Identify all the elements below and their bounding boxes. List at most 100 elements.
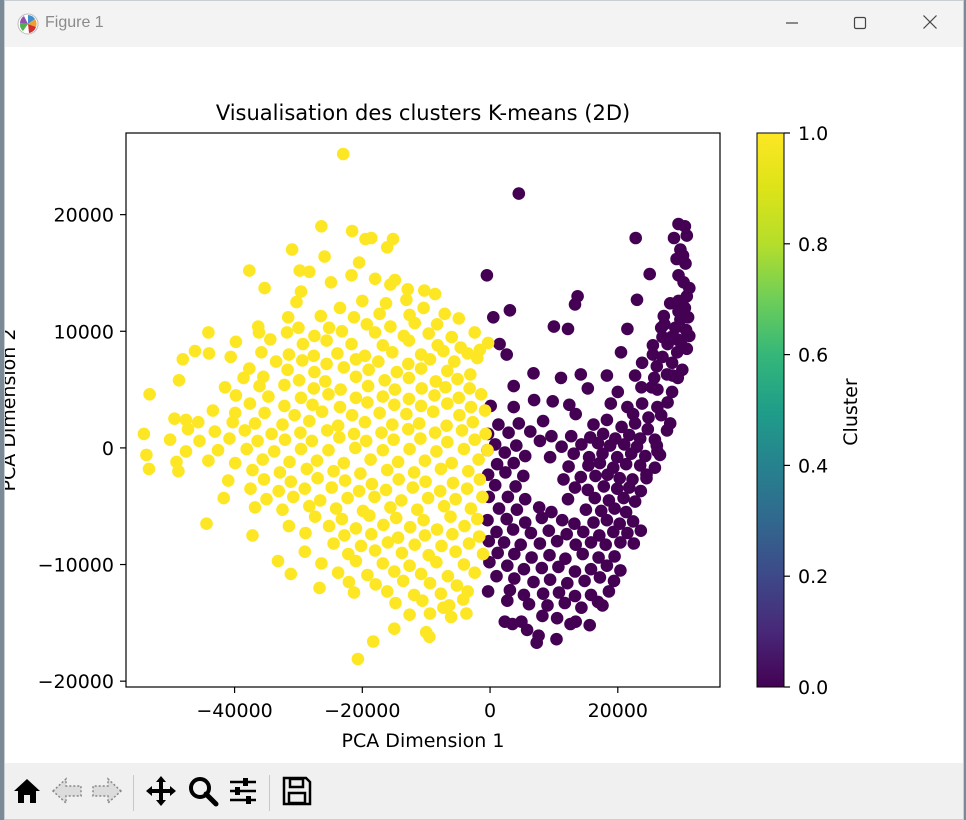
- data-point: [533, 537, 547, 550]
- data-point: [574, 470, 588, 484]
- data-point: [635, 356, 649, 370]
- data-point: [244, 482, 257, 496]
- data-point: [237, 371, 250, 385]
- data-point: [376, 339, 390, 352]
- figure-canvas[interactable]: Visualisation des clusters K-means (2D) …: [5, 47, 963, 763]
- data-point: [373, 406, 386, 420]
- data-point: [315, 405, 329, 419]
- data-point: [614, 346, 628, 359]
- data-point: [325, 481, 339, 494]
- data-point: [278, 378, 291, 392]
- data-point: [542, 524, 556, 537]
- data-point: [457, 442, 471, 456]
- data-point: [172, 374, 186, 387]
- data-point: [603, 439, 617, 452]
- data-point: [400, 293, 413, 307]
- back-icon: [51, 776, 83, 810]
- data-point: [347, 586, 361, 599]
- save-button[interactable]: [281, 776, 313, 810]
- back-button[interactable]: [51, 777, 83, 809]
- pan-icon: [145, 775, 177, 811]
- data-point: [555, 513, 569, 527]
- title-bar[interactable]: Figure 1: [5, 1, 963, 47]
- forward-button[interactable]: [91, 777, 123, 809]
- data-point: [229, 335, 243, 349]
- minimize-button[interactable]: [769, 1, 815, 47]
- data-point: [292, 321, 305, 335]
- data-point: [352, 256, 366, 269]
- data-point: [593, 456, 607, 470]
- data-point: [583, 618, 596, 632]
- maximize-button[interactable]: [837, 1, 883, 47]
- data-point: [487, 311, 500, 324]
- data-point: [284, 567, 298, 581]
- data-point: [391, 455, 405, 469]
- data-point: [327, 464, 340, 478]
- data-point: [303, 414, 316, 428]
- data-point: [292, 374, 306, 387]
- data-point: [512, 417, 526, 430]
- data-point: [389, 596, 402, 610]
- data-point: [543, 548, 556, 562]
- data-point: [524, 526, 538, 540]
- data-point: [463, 382, 476, 395]
- data-point: [308, 510, 322, 523]
- data-point: [683, 281, 696, 295]
- data-point: [303, 499, 316, 513]
- chart-title: Visualisation des clusters K-means (2D): [216, 101, 630, 125]
- toolbar-separator: [133, 775, 134, 811]
- data-point: [619, 457, 633, 471]
- data-point: [143, 388, 156, 401]
- data-point: [313, 581, 326, 595]
- data-point: [368, 326, 382, 339]
- data-point: [294, 426, 307, 440]
- home-button[interactable]: [11, 777, 43, 809]
- zoom-button[interactable]: [187, 777, 219, 809]
- data-point: [679, 257, 692, 270]
- data-point: [503, 583, 517, 597]
- data-point: [406, 481, 420, 494]
- data-point: [569, 615, 582, 628]
- data-point: [349, 353, 363, 366]
- data-point: [140, 448, 153, 462]
- data-point: [601, 468, 614, 482]
- data-point: [492, 418, 505, 431]
- data-point: [555, 440, 568, 454]
- data-point: [527, 393, 541, 407]
- data-point: [345, 408, 359, 422]
- data-point: [423, 353, 437, 366]
- data-point: [550, 611, 564, 625]
- data-point: [380, 241, 394, 254]
- data-point: [376, 390, 390, 403]
- data-point: [630, 293, 644, 307]
- figure-window: Figure 1: [4, 0, 964, 820]
- data-point: [433, 484, 447, 498]
- data-point: [466, 415, 480, 429]
- data-point: [320, 357, 333, 371]
- data-point: [667, 231, 681, 245]
- data-point: [591, 436, 605, 450]
- data-point: [428, 389, 441, 402]
- data-point: [331, 347, 344, 360]
- data-point: [561, 576, 574, 590]
- data-point: [568, 481, 582, 494]
- x-tick-label: 0: [484, 700, 496, 722]
- data-point: [458, 519, 471, 533]
- colorbar-tick-label: 0.2: [798, 566, 828, 588]
- data-point: [264, 333, 277, 346]
- data-point: [243, 362, 256, 375]
- data-point: [388, 565, 401, 578]
- configure-subplots-button[interactable]: [227, 777, 259, 809]
- close-button[interactable]: [907, 1, 953, 47]
- pan-button[interactable]: [145, 775, 177, 811]
- forward-icon: [91, 776, 123, 810]
- x-tick-label: 20000: [588, 700, 648, 722]
- data-point: [584, 536, 598, 549]
- data-point: [202, 326, 215, 339]
- data-point: [322, 443, 335, 457]
- save-icon: [282, 776, 312, 810]
- data-point: [430, 445, 443, 458]
- data-point: [508, 572, 521, 585]
- data-point: [251, 434, 264, 448]
- data-point: [561, 322, 575, 336]
